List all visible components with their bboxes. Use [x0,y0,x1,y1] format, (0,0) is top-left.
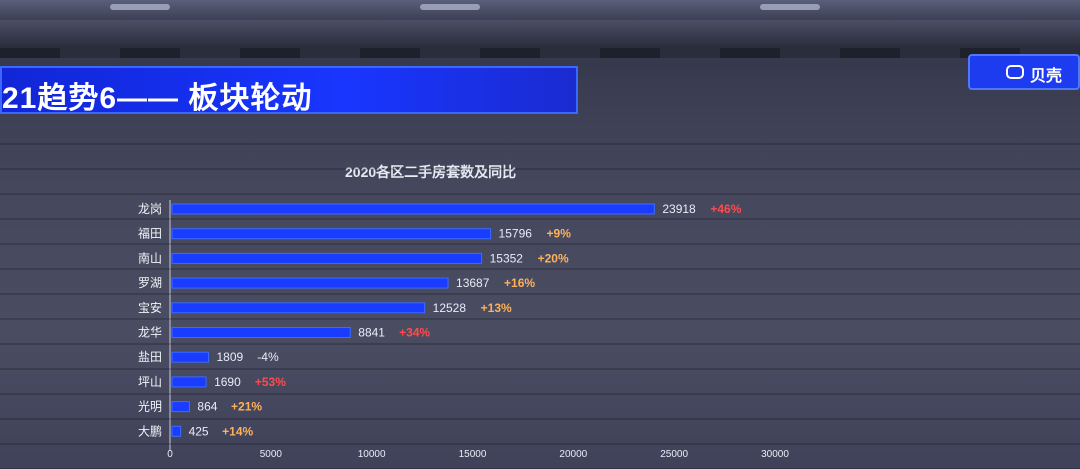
bar-8 [171,401,190,413]
bar-9 [171,425,182,437]
x-tick-label: 20000 [559,449,587,460]
category-label: 龙华 [138,326,162,340]
ceiling-light [110,4,170,10]
category-label: 盐田 [138,350,162,364]
value-label: 8841 [358,326,385,340]
value-label: 15352 [490,251,524,265]
category-label: 南山 [138,250,162,265]
x-tick-label: 5000 [260,449,283,460]
yoy-label: +21% [231,400,262,414]
category-label: 福田 [138,226,162,241]
value-label: 12528 [433,301,467,315]
yoy-label: +13% [481,301,512,315]
bar-7 [171,376,207,388]
category-label: 宝安 [138,300,162,315]
bar-0 [171,203,655,215]
category-label: 龙岗 [138,202,162,216]
x-tick-label: 25000 [660,449,688,460]
value-label: 1690 [214,375,241,389]
bar-4 [171,302,426,314]
category-label: 坪山 [138,375,162,389]
screen-edge [0,48,1080,58]
category-label: 罗湖 [138,275,162,290]
brand-logo: 贝壳 [968,54,1080,90]
value-label: 15796 [499,227,533,241]
yoy-label: +34% [399,326,430,340]
yoy-label: -4% [257,350,279,364]
value-label: 425 [189,424,209,438]
x-tick-label: 0 [167,449,173,460]
category-label: 大鹏 [138,424,162,438]
yoy-label: +9% [547,227,572,241]
yoy-label: +53% [255,375,286,389]
brand-label: 贝壳 [1030,68,1063,85]
bar-2 [171,252,483,264]
x-tick-label: 10000 [358,449,386,460]
bar-6 [171,351,209,363]
value-label: 23918 [662,202,696,216]
ceiling-light [760,4,820,10]
bar-3 [171,277,449,289]
value-label: 864 [197,400,217,414]
x-tick-label: 30000 [761,449,789,460]
bar-5 [171,327,351,338]
yoy-label: +14% [222,424,253,438]
ceiling-light [420,4,480,10]
yoy-label: +16% [504,276,535,290]
category-label: 光明 [138,400,162,414]
bar-1 [171,228,492,240]
wall-band [0,20,1080,48]
chart-title: 2020各区二手房套数及同比 [345,164,517,180]
ceiling [0,0,1080,20]
value-label: 1809 [216,350,243,364]
slide-title: 21趋势6—— 板块轮动 [2,82,313,115]
value-label: 13687 [456,276,490,290]
title-banner: 21趋势6—— 板块轮动 [0,66,578,115]
yoy-label: +46% [710,202,741,216]
x-tick-label: 15000 [459,449,487,460]
yoy-label: +20% [538,251,569,265]
brand-icon [1006,65,1024,79]
